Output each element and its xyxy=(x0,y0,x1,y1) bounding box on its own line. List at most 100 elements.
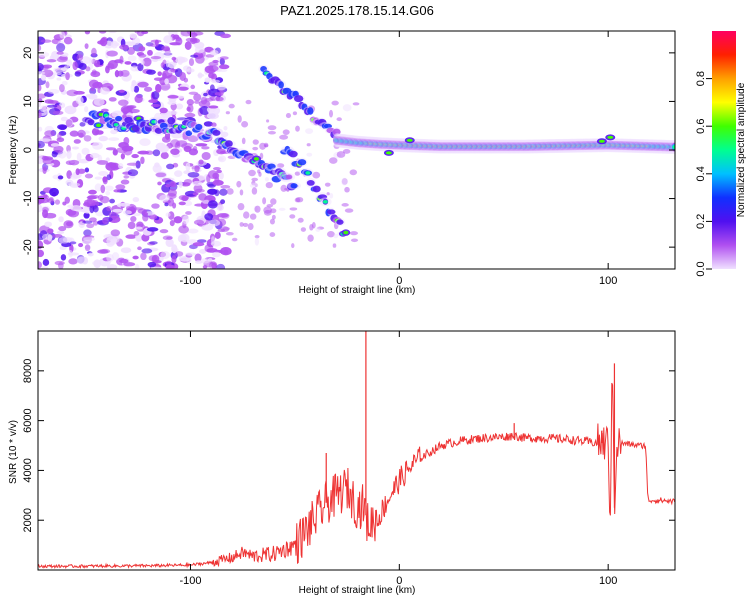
spectral-blob xyxy=(91,69,97,75)
spectral-blob xyxy=(306,152,313,157)
spectral-blob xyxy=(336,151,346,158)
spectral-blob xyxy=(165,260,172,266)
spectral-blob xyxy=(84,43,89,49)
spectral-blob xyxy=(312,171,321,179)
spectral-blob xyxy=(101,108,109,112)
spectral-blob xyxy=(130,83,135,93)
spectral-blob xyxy=(102,177,108,185)
spectral-blob xyxy=(236,180,242,188)
spectral-blob xyxy=(44,99,54,104)
spectral-blob xyxy=(184,41,192,50)
spectral-blob xyxy=(119,258,129,264)
spectral-blob xyxy=(169,181,177,188)
spectral-blob xyxy=(157,181,162,186)
spectral-blob xyxy=(187,172,200,178)
spectrogram-x-ticks: -100 0 100 xyxy=(179,31,617,287)
spectral-blob xyxy=(231,237,238,242)
spectral-blob xyxy=(295,125,300,132)
spectral-blob xyxy=(99,248,111,254)
spectral-blob xyxy=(42,157,55,165)
spectral-blob xyxy=(315,227,321,232)
spectral-blob xyxy=(278,81,284,89)
spectral-blob xyxy=(97,194,104,201)
spectral-blob xyxy=(112,208,123,213)
spectral-blob xyxy=(48,197,54,201)
spectral-blob xyxy=(56,56,68,63)
spectral-blob xyxy=(92,220,99,226)
spectral-blob xyxy=(306,143,311,147)
spectral-blob xyxy=(242,222,249,227)
spectral-blob xyxy=(137,246,142,251)
spectral-blob xyxy=(139,138,151,147)
spectral-blob xyxy=(94,183,103,192)
spectral-blob xyxy=(185,252,197,256)
spectral-blob xyxy=(150,56,162,60)
spectral-blob xyxy=(200,258,210,264)
spectral-blob xyxy=(98,171,109,176)
spectral-blob xyxy=(152,149,161,157)
spectral-blob xyxy=(108,137,120,141)
spectral-blob xyxy=(83,229,92,237)
spectral-blob xyxy=(56,51,64,55)
spectral-blob xyxy=(141,31,149,35)
spectral-blob xyxy=(121,126,127,130)
spectral-blob xyxy=(92,81,103,89)
spectral-blob xyxy=(84,244,91,252)
spectral-blob xyxy=(182,215,190,225)
snr-y-tick-label: 4000 xyxy=(22,458,34,482)
spectral-blob xyxy=(167,116,176,125)
colorbar-tick-label: 0.8 xyxy=(695,71,707,86)
spectral-blob xyxy=(329,192,334,199)
snr-x-tick-label: -100 xyxy=(179,575,201,587)
spectral-blob xyxy=(110,129,118,135)
spectral-blob xyxy=(165,183,171,188)
spectral-blob xyxy=(84,167,90,173)
spectral-blob xyxy=(194,165,200,173)
spectral-blob xyxy=(165,238,174,248)
spectral-blob xyxy=(225,231,234,236)
spectral-blob xyxy=(74,71,82,77)
spectral-blob xyxy=(164,78,169,85)
spectral-blob xyxy=(40,39,52,43)
spectral-blob xyxy=(291,243,295,249)
spectral-blob xyxy=(323,123,332,129)
spectral-blob xyxy=(209,49,219,56)
spectral-blob xyxy=(245,99,252,105)
spectral-blob xyxy=(115,184,126,190)
spectral-blob xyxy=(260,65,267,73)
spectral-blob xyxy=(111,252,120,261)
spectral-blob xyxy=(105,190,111,196)
spectral-blob xyxy=(151,203,160,209)
snr-frame xyxy=(37,330,676,571)
spectral-blob xyxy=(211,251,221,258)
spectral-blob xyxy=(175,140,188,147)
spectral-blob xyxy=(311,222,316,229)
spectral-blob xyxy=(220,33,231,39)
spectral-blob xyxy=(91,47,97,57)
spectral-blob xyxy=(108,31,117,34)
spectral-blob xyxy=(216,169,222,174)
spectral-blob xyxy=(175,36,182,42)
spectrogram-y-tick-label: 10 xyxy=(22,95,34,107)
spectral-blob xyxy=(143,86,153,92)
spectral-blob xyxy=(216,263,226,269)
spectral-blob xyxy=(137,150,150,155)
spectral-blob xyxy=(197,72,203,79)
spectral-blob xyxy=(271,175,282,183)
spectral-blob xyxy=(130,65,139,72)
colorbar: 0.0 0.2 0.4 0.6 0.8 Normalized spectral ampl… xyxy=(695,31,747,277)
spectral-blob xyxy=(76,256,87,265)
spectral-blob xyxy=(38,157,43,164)
spectral-blob xyxy=(188,58,195,67)
spectral-blob xyxy=(317,194,328,200)
spectral-blob xyxy=(342,104,352,112)
spectral-blob xyxy=(102,217,109,225)
spectral-blob xyxy=(204,77,211,83)
spectral-blob xyxy=(249,183,259,189)
spectral-blob xyxy=(266,203,274,208)
spectral-blob xyxy=(350,238,359,243)
spectral-blob xyxy=(201,224,214,231)
spectrogram-x-tick-label: 100 xyxy=(599,275,617,287)
spectral-blob xyxy=(120,179,130,185)
spectral-blob xyxy=(214,92,222,96)
